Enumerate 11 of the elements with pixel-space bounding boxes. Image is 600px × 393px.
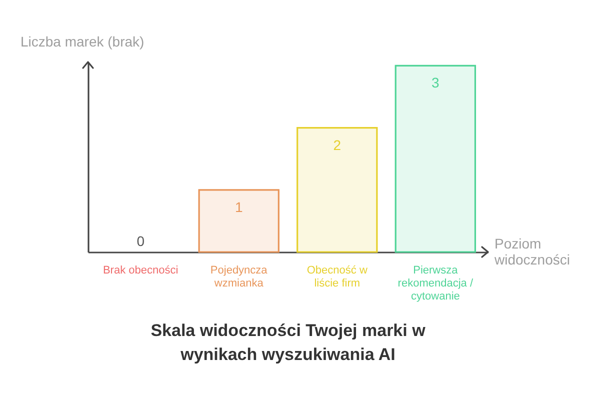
text: Skala widoczności Twojej marki w wynikach wyszukiwania AI	[150, 321, 426, 364]
data-label: 3	[432, 74, 440, 91]
data-label: 2	[333, 136, 342, 153]
x-axis-title: Poziom widoczności	[494, 236, 570, 268]
data-label: 1	[234, 198, 243, 215]
x-tick-label: Pierwsza rekomendacja / cytowanie	[398, 264, 474, 302]
x-tick-label: Obecność w liście firm	[306, 264, 368, 290]
data-label: 0	[136, 233, 145, 249]
y-axis-title: Liczba marek (brak)	[20, 34, 144, 50]
x-tick-label: Pojedyncza wzmianka	[210, 264, 268, 290]
x-tick-label: Brak obecności	[102, 264, 178, 276]
